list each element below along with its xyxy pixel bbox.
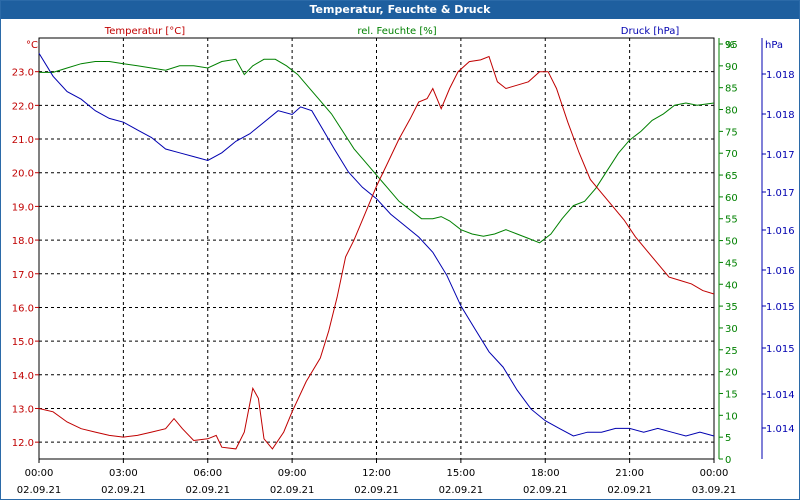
humidity-tick-label: 40 xyxy=(725,280,738,291)
x-tick-date: 02.09.21 xyxy=(17,485,62,496)
x-tick-time: 21:00 xyxy=(615,468,644,479)
pressure-tick-label: 1.015 xyxy=(766,344,795,355)
temperature-series-line xyxy=(38,55,715,450)
x-tick-time: 12:00 xyxy=(362,468,391,479)
temp-unit-label: °C xyxy=(26,40,38,51)
humidity-tick-label: 0 xyxy=(725,455,731,466)
humidity-tick-label: 10 xyxy=(725,411,738,422)
pressure-unit-label: hPa xyxy=(765,40,783,51)
x-tick-date: 02.09.21 xyxy=(185,485,230,496)
humidity-tick-label: 85 xyxy=(725,84,738,95)
pressure-tick-label: 1.017 xyxy=(766,188,795,199)
temp-tick-label: 13.0 xyxy=(12,404,34,415)
humidity-tick-label: 75 xyxy=(725,127,738,138)
temp-tick-label: 23.0 xyxy=(12,68,34,79)
temp-tick-label: 12.0 xyxy=(12,438,34,449)
humidity-tick-label: 50 xyxy=(725,237,738,248)
humidity-legend: rel. Feuchte [%] xyxy=(357,26,436,37)
pressure-tick-label: 1.015 xyxy=(766,302,795,313)
x-tick-time: 15:00 xyxy=(446,468,475,479)
chart-title: Temperatur, Feuchte & Druck xyxy=(1,1,799,19)
x-tick-date: 02.09.21 xyxy=(523,485,568,496)
humidity-tick-label: 5 xyxy=(725,433,731,444)
temp-tick-label: 14.0 xyxy=(12,371,34,382)
temp-tick-label: 18.0 xyxy=(12,236,34,247)
x-tick-time: 09:00 xyxy=(278,468,307,479)
x-tick-time: 00:00 xyxy=(25,468,54,479)
pressure-tick-label: 1.017 xyxy=(766,150,795,161)
pressure-tick-label: 1.014 xyxy=(766,390,795,401)
humidity-tick-label: 80 xyxy=(725,106,738,117)
x-tick-time: 00:00 xyxy=(700,468,729,479)
humidity-tick-label: 15 xyxy=(725,389,738,400)
grid-lines xyxy=(39,38,714,459)
temp-tick-label: 19.0 xyxy=(12,202,34,213)
humidity-tick-label: 30 xyxy=(725,324,738,335)
pressure-series-line xyxy=(38,53,715,437)
x-tick-date: 02.09.21 xyxy=(270,485,315,496)
humidity-tick-label: 55 xyxy=(725,215,738,226)
x-tick-date: 02.09.21 xyxy=(354,485,399,496)
humidity-tick-label: 25 xyxy=(725,346,738,357)
x-tick-date: 03.09.21 xyxy=(692,485,737,496)
pressure-tick-label: 1.016 xyxy=(766,226,795,237)
humidity-tick-label: 65 xyxy=(725,171,738,182)
axis-labels: 12.0 13.0 14.0 15.0 16.0 17.0 18.0 19.0 20.0 21.0… xyxy=(12,26,795,496)
temp-tick-label: 22.0 xyxy=(12,101,34,112)
pressure-tick-label: 1.014 xyxy=(766,424,795,435)
temp-tick-label: 15.0 xyxy=(12,337,34,348)
humidity-tick-label: 20 xyxy=(725,368,738,379)
humidity-unit-label: % xyxy=(725,40,735,51)
x-tick-time: 03:00 xyxy=(109,468,138,479)
pressure-tick-label: 1.018 xyxy=(766,110,795,121)
x-tick-date: 02.09.21 xyxy=(607,485,652,496)
pressure-tick-label: 1.016 xyxy=(766,266,795,277)
humidity-tick-label: 60 xyxy=(725,193,738,204)
pressure-legend: Druck [hPa] xyxy=(621,26,680,37)
humidity-tick-label: 35 xyxy=(725,302,738,313)
humidity-series-line xyxy=(39,58,715,244)
humidity-tick-label: 45 xyxy=(725,258,738,269)
temp-tick-label: 17.0 xyxy=(12,270,34,281)
humidity-tick-label: 90 xyxy=(725,62,738,73)
temp-tick-label: 16.0 xyxy=(12,303,34,314)
x-tick-date: 02.09.21 xyxy=(101,485,146,496)
pressure-tick-label: 1.018 xyxy=(766,70,795,81)
humidity-tick-label: 70 xyxy=(725,149,738,160)
x-tick-time: 06:00 xyxy=(193,468,222,479)
temp-legend: Temperatur [°C] xyxy=(104,26,185,37)
series-group xyxy=(38,53,715,450)
axes xyxy=(35,38,766,463)
temp-tick-label: 21.0 xyxy=(12,135,34,146)
x-tick-time: 18:00 xyxy=(531,468,560,479)
x-tick-date: 02.09.21 xyxy=(439,485,484,496)
temp-tick-label: 20.0 xyxy=(12,169,34,180)
humidity-tick-label: 95 xyxy=(725,40,738,51)
